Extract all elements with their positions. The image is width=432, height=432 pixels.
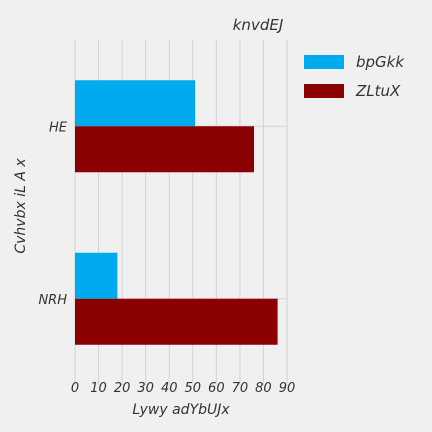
x-tick-label: 30	[137, 381, 154, 396]
x-tick-label: 90	[279, 381, 296, 396]
legend-swatch	[304, 84, 344, 98]
y-tick-label: NRH	[38, 293, 67, 308]
x-tick-label: 0	[71, 381, 79, 396]
bar-bpGkk-NRH	[75, 252, 118, 299]
legend-label: bpGkk	[356, 53, 405, 71]
bars	[75, 80, 278, 345]
bar-bpGkk-HE	[75, 80, 196, 127]
bar-ZLtuX-HE	[75, 126, 255, 173]
y-tick-label: HE	[49, 120, 68, 135]
legend-label: ZLtuX	[355, 82, 401, 100]
x-tick-label: 20	[114, 381, 131, 396]
legend-swatch	[304, 55, 344, 69]
y-tick-labels: HE NRH	[38, 120, 67, 308]
x-tick-label: 60	[208, 381, 225, 396]
x-tick-label: 40	[161, 381, 178, 396]
y-axis-label: Cvhvbx iL A x	[13, 158, 29, 254]
x-tick-labels: 0 10 20 30 40 50 60 70 80 90	[71, 381, 295, 396]
legend: bpGkk ZLtuX	[304, 53, 405, 100]
chart-title: knvdEJ	[233, 16, 284, 34]
x-tick-label: 70	[232, 381, 249, 396]
x-tick-label: 80	[255, 381, 272, 396]
x-tick-label: 10	[90, 381, 107, 396]
x-tick-label: 50	[185, 381, 202, 396]
x-axis-label: Lywy adYbUJx	[132, 402, 230, 418]
bar-ZLtuX-NRH	[75, 298, 278, 345]
